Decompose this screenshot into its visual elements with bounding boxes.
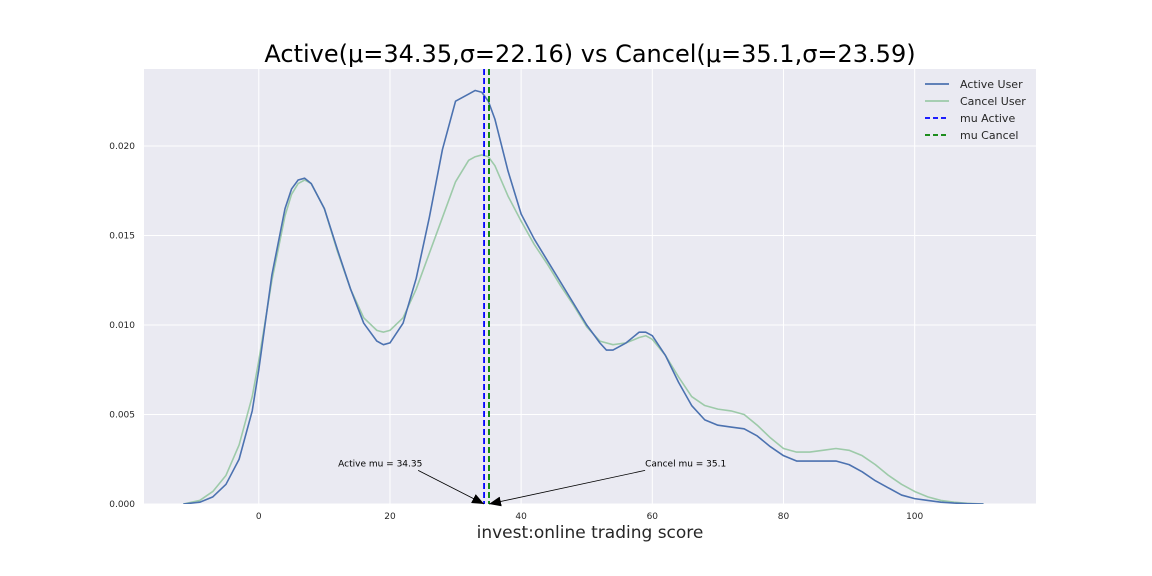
legend-item-active-user-label: Active User bbox=[960, 78, 1023, 91]
x-tick-label: 40 bbox=[515, 512, 527, 522]
plot-background bbox=[144, 69, 1036, 504]
x-tick-label: 100 bbox=[906, 512, 923, 522]
x-tick-label: 0 bbox=[256, 512, 262, 522]
plot-series-group bbox=[183, 69, 984, 504]
annotation-active-mu-text: Active mu = 34.35 bbox=[338, 459, 422, 469]
annotation-active-mu-arrow bbox=[417, 470, 485, 505]
legend-item-cancel-user-label: Cancel User bbox=[960, 95, 1026, 108]
legend-item-mu-cancel-label: mu Cancel bbox=[960, 129, 1018, 142]
x-tick-label: 60 bbox=[647, 512, 659, 522]
series-line-active-user bbox=[183, 89, 984, 504]
y-tick-label: 0.005 bbox=[109, 410, 135, 420]
y-tick-label: 0.000 bbox=[109, 500, 135, 510]
y-tick-label: 0.010 bbox=[109, 321, 135, 331]
chart-title: Active(μ=34.35,σ=22.16) vs Cancel(μ=35.1… bbox=[264, 40, 915, 68]
y-tick-label: 0.015 bbox=[109, 231, 135, 241]
annotation-cancel-mu-arrow bbox=[488, 470, 646, 507]
annotation-cancel-mu-text: Cancel mu = 35.1 bbox=[645, 459, 726, 469]
series-line-cancel-user bbox=[183, 154, 984, 504]
legend-item-mu-active-label: mu Active bbox=[960, 112, 1015, 125]
x-tick-label: 20 bbox=[384, 512, 396, 522]
x-tick-label: 80 bbox=[778, 512, 790, 522]
x-axis-label: invest:online trading score bbox=[477, 523, 704, 543]
y-tick-label: 0.020 bbox=[109, 142, 135, 152]
